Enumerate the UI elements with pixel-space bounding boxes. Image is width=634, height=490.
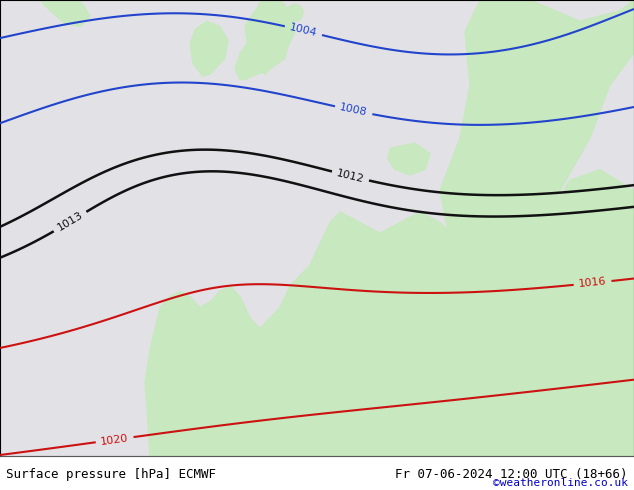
Text: 1013: 1013 xyxy=(56,210,85,233)
Text: Surface pressure [hPa] ECMWF: Surface pressure [hPa] ECMWF xyxy=(6,467,216,481)
Polygon shape xyxy=(0,0,634,456)
Text: ©weatheronline.co.uk: ©weatheronline.co.uk xyxy=(493,478,628,488)
Polygon shape xyxy=(235,26,288,79)
Polygon shape xyxy=(440,0,634,456)
Text: 1004: 1004 xyxy=(288,23,318,39)
Text: 1016: 1016 xyxy=(578,276,607,290)
Polygon shape xyxy=(255,0,275,34)
Polygon shape xyxy=(145,275,300,456)
Polygon shape xyxy=(470,138,510,191)
Text: 1012: 1012 xyxy=(335,168,365,184)
Polygon shape xyxy=(190,21,228,76)
Text: Fr 07-06-2024 12:00 UTC (18+66): Fr 07-06-2024 12:00 UTC (18+66) xyxy=(395,467,628,481)
Polygon shape xyxy=(40,0,90,26)
Circle shape xyxy=(287,4,303,21)
Text: 1020: 1020 xyxy=(100,433,129,446)
Text: 1008: 1008 xyxy=(339,102,368,118)
Polygon shape xyxy=(285,170,634,456)
Polygon shape xyxy=(245,0,295,74)
Polygon shape xyxy=(388,143,430,175)
